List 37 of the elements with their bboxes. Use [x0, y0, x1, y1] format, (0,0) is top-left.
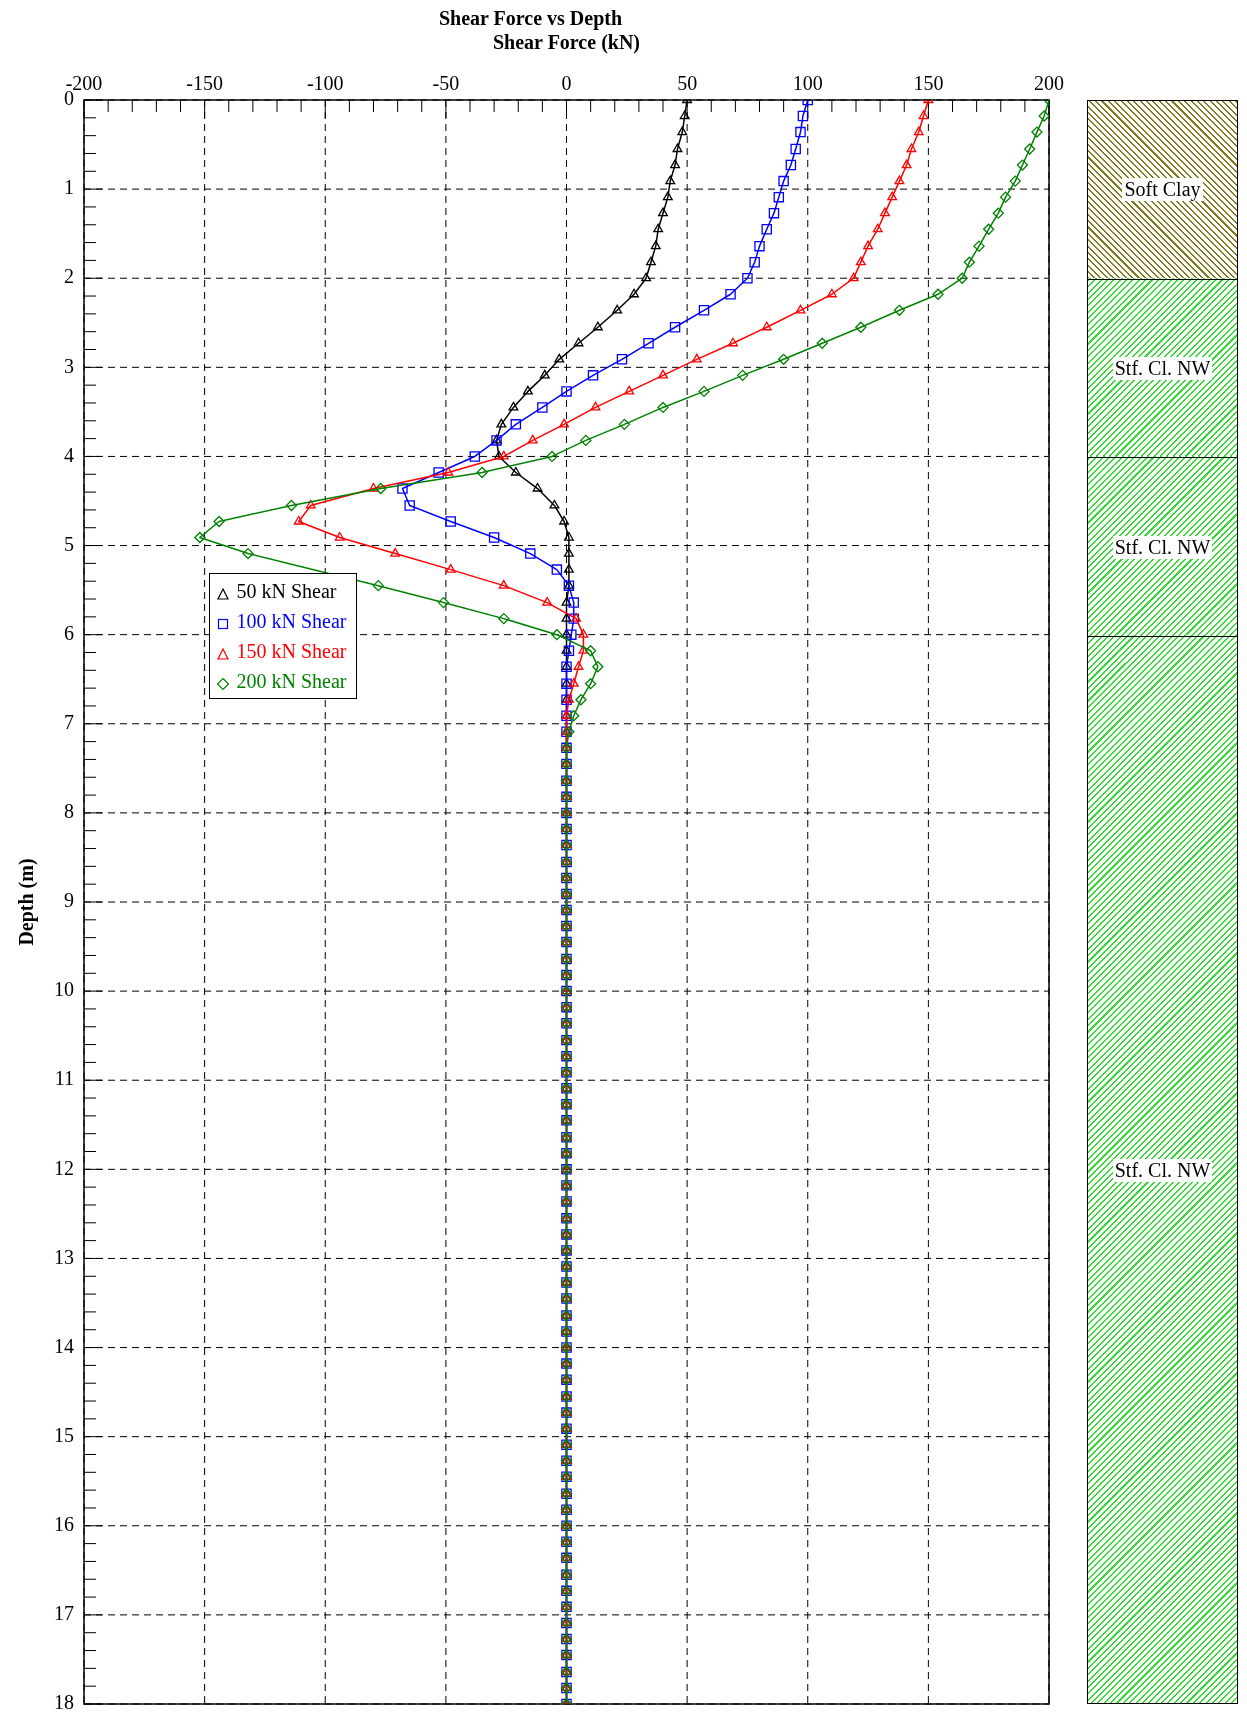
text: Stf. Cl. NW — [1112, 1158, 1213, 1182]
x-tick-label: -50 — [432, 72, 460, 95]
x-tick-label: 200 — [1034, 72, 1064, 95]
y-tick-label: 3 — [64, 354, 74, 377]
y-tick-label: 7 — [64, 711, 74, 734]
chart-title: Shear Force vs Depth — [438, 7, 623, 31]
y-tick-label: 6 — [64, 621, 74, 644]
x-tick-label: -100 — [306, 72, 344, 95]
y-tick-label: 8 — [64, 800, 74, 823]
x-tick-label: 100 — [792, 72, 823, 95]
y-tick-label: 16 — [54, 1513, 74, 1536]
legend-label: 50 kN Shear — [236, 580, 337, 603]
y-tick-label: 13 — [54, 1245, 74, 1268]
y-tick-label: 2 — [64, 265, 74, 288]
y-tick-label: 12 — [54, 1156, 74, 1179]
y-tick-label: 14 — [54, 1334, 74, 1357]
y-tick-label: 5 — [64, 532, 74, 555]
y-tick-label: 1 — [64, 176, 74, 199]
text: Stf. Cl. NW — [1112, 357, 1213, 380]
x-tick-label: -150 — [186, 72, 223, 95]
x-tick-label: 50 — [677, 72, 698, 95]
legend-label: 200 kN Shear — [236, 670, 347, 693]
x-tick-label: 150 — [913, 72, 944, 95]
y-tick-label: 10 — [54, 978, 74, 1001]
y-axis-title: Depth (m) — [15, 858, 39, 946]
text: Stf. Cl. NW — [1112, 535, 1213, 559]
y-tick-label: 9 — [64, 889, 74, 912]
y-tick-label: 18 — [54, 1691, 74, 1714]
x-axis-title: Shear Force (kN) — [492, 31, 641, 55]
text: Soft Clay — [1122, 178, 1203, 202]
x-tick-label: 0 — [561, 72, 572, 95]
y-tick-label: 15 — [54, 1423, 74, 1446]
y-tick-label: 11 — [54, 1067, 74, 1090]
y-tick-label: 17 — [54, 1602, 74, 1625]
legend-label: 100 kN Shear — [236, 610, 347, 633]
legend-label: 150 kN Shear — [236, 640, 347, 663]
y-tick-label: 4 — [64, 443, 74, 466]
